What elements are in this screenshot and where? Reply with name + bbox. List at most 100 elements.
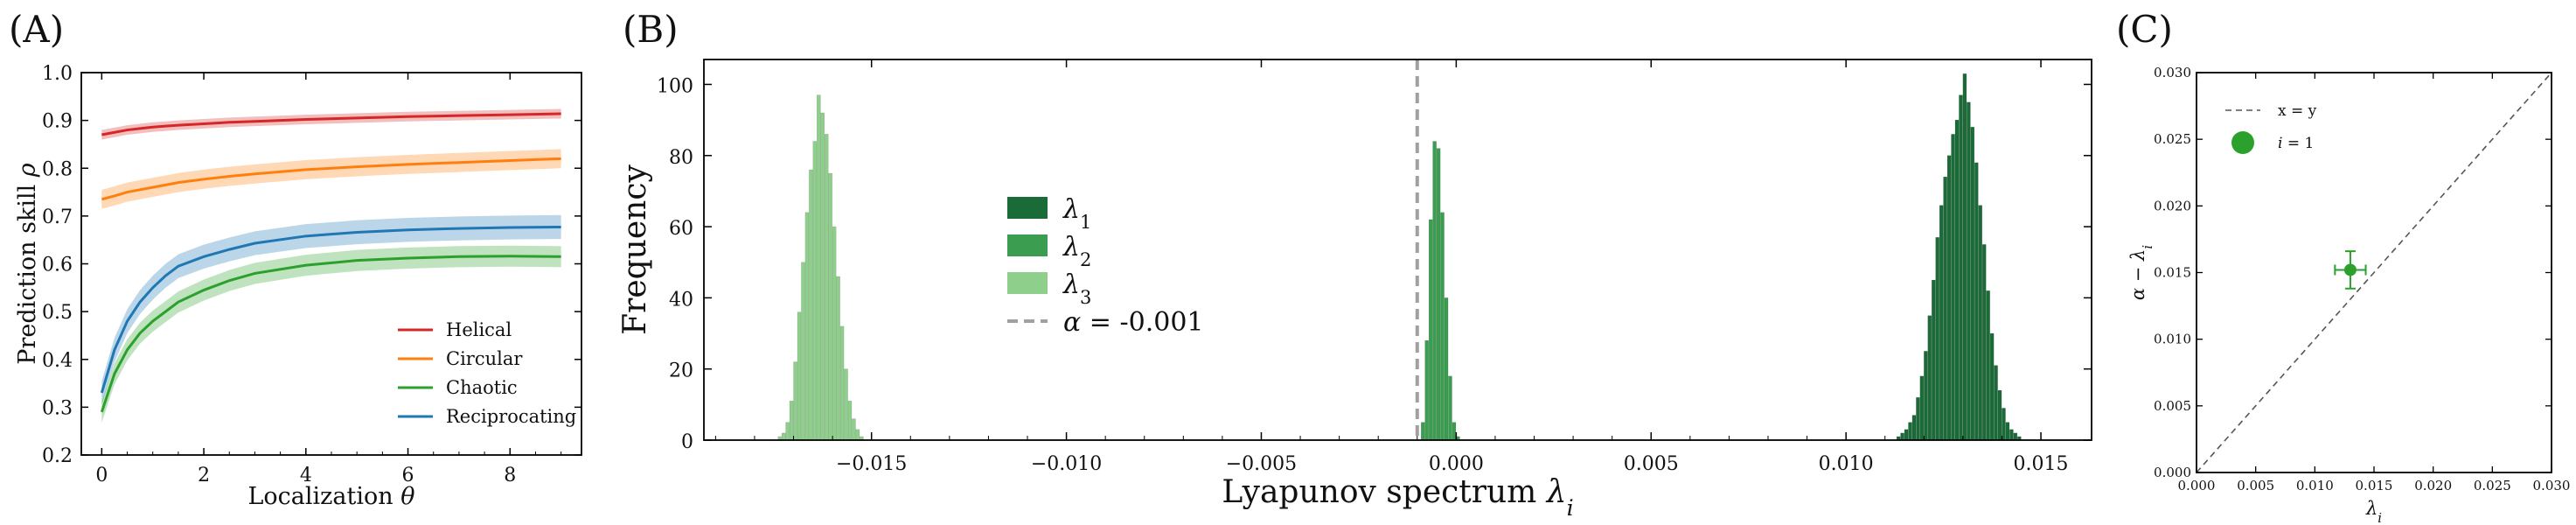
panel-a-ticks: 0 2 4 6 8 0.2 0.3 0.4 0.5 0.6 0.7 0.8 0.9 1.0 bbox=[42, 63, 581, 486]
y-tick-label: 1.0 bbox=[42, 63, 73, 85]
hist-bar-lambda-3 bbox=[781, 432, 786, 441]
x-tick-label: 0.000 bbox=[1429, 453, 1484, 475]
panel-a-bands bbox=[101, 108, 561, 423]
legend-label-lambda-2: λ2 bbox=[1062, 232, 1091, 270]
panel-a-legend: Helical Circular Chaotic Reciprocating bbox=[398, 319, 576, 427]
band-helical bbox=[101, 108, 561, 140]
legend-label-lambda-1: λ1 bbox=[1062, 194, 1091, 233]
line-reciprocating bbox=[100, 225, 561, 394]
y-tick-label: 80 bbox=[669, 147, 693, 169]
hist-bar-lambda-2 bbox=[1428, 219, 1433, 441]
hist-bar-lambda-3 bbox=[847, 401, 853, 441]
x-tick-label: 8 bbox=[504, 465, 516, 486]
band-reciprocating bbox=[101, 214, 561, 405]
hist-bar-lambda-1 bbox=[1908, 422, 1912, 441]
x-tick-label: −0.015 bbox=[836, 453, 907, 475]
x-tick-label: 0.030 bbox=[2533, 478, 2571, 494]
panel-a-lines bbox=[100, 112, 561, 413]
hist-bar-lambda-3 bbox=[836, 276, 840, 441]
x-tick-label: 6 bbox=[402, 465, 414, 486]
hist-bar-lambda-1 bbox=[1900, 432, 1904, 441]
hist-bar-lambda-1 bbox=[1916, 397, 1920, 441]
legend-swatch-lambda-3 bbox=[1007, 272, 1048, 294]
band-chaotic bbox=[101, 245, 561, 423]
hist-bar-lambda-1 bbox=[2013, 432, 2018, 441]
hist-bar-lambda-2 bbox=[1448, 375, 1452, 441]
hist-bar-lambda-1 bbox=[1932, 279, 1936, 441]
legend-label-circular: Circular bbox=[446, 348, 523, 369]
panel-b-ylabel: Frequency bbox=[617, 164, 653, 334]
hist-bar-lambda-2 bbox=[1444, 298, 1449, 441]
x-tick-label: 2 bbox=[198, 465, 210, 486]
hist-bar-lambda-1 bbox=[1986, 290, 1990, 441]
panel-b-letter: (B) bbox=[623, 8, 679, 51]
hist-bar-lambda-1 bbox=[1989, 332, 1995, 441]
hist-bar-lambda-1 bbox=[1962, 74, 1967, 441]
hist-bar-lambda-1 bbox=[1904, 429, 1909, 441]
hist-bar-lambda-3 bbox=[824, 134, 829, 441]
hist-bar-lambda-3 bbox=[789, 401, 794, 441]
legend-label-chaotic: Chaotic bbox=[446, 377, 518, 398]
hist-bar-lambda-3 bbox=[801, 262, 805, 441]
y-tick-label: 20 bbox=[669, 360, 693, 382]
hist-bar-lambda-1 bbox=[1974, 162, 1979, 441]
y-tick-label: 0 bbox=[681, 431, 693, 453]
y-tick-label: 0.3 bbox=[42, 397, 73, 419]
reference-line-x-equals-y bbox=[2196, 72, 2552, 473]
band-circular bbox=[101, 149, 561, 209]
hist-bar-lambda-3 bbox=[852, 418, 856, 441]
line-helical bbox=[101, 112, 561, 136]
y-tick-label: 0.015 bbox=[2154, 265, 2191, 281]
legend-label-reference: x = y bbox=[2278, 102, 2317, 120]
hist-bar-lambda-1 bbox=[1981, 244, 1987, 441]
hist-bar-lambda-3 bbox=[839, 326, 845, 441]
hist-bar-lambda-1 bbox=[1970, 127, 1975, 441]
y-tick-label: 0.2 bbox=[42, 445, 73, 467]
panel-a-ylabel: Prediction skill ρ bbox=[14, 163, 41, 365]
hist-bar-lambda-3 bbox=[844, 368, 848, 441]
y-tick-label: 0.9 bbox=[42, 111, 73, 133]
hist-bar-lambda-3 bbox=[785, 422, 790, 441]
y-tick-label: 0.4 bbox=[42, 350, 73, 372]
panel-b-bars bbox=[777, 74, 2022, 441]
point-i-1 bbox=[2343, 263, 2357, 276]
y-tick-label: 0.005 bbox=[2154, 398, 2191, 414]
y-tick-label: 0.7 bbox=[42, 206, 73, 228]
x-tick-label: 0.000 bbox=[2178, 478, 2216, 494]
x-tick-label: 0.010 bbox=[2296, 478, 2334, 494]
legend-label-lambda-3: λ3 bbox=[1062, 270, 1091, 308]
hist-bar-lambda-1 bbox=[1927, 315, 1932, 441]
x-tick-label: 0 bbox=[95, 465, 108, 486]
hist-bar-lambda-3 bbox=[804, 212, 810, 441]
hist-bar-lambda-1 bbox=[1939, 205, 1944, 441]
line-circular bbox=[101, 157, 561, 201]
x-tick-label: 0.005 bbox=[2237, 478, 2274, 494]
line-chaotic bbox=[100, 255, 561, 413]
hist-bar-lambda-1 bbox=[1997, 389, 2002, 441]
hist-bar-lambda-3 bbox=[809, 169, 813, 441]
hist-bar-lambda-3 bbox=[855, 429, 860, 441]
hist-bar-lambda-2 bbox=[1424, 340, 1429, 441]
panel-b-ticks: −0.015 −0.010 −0.005 0.000 0.005 0.010 0.015 0 2… bbox=[657, 60, 2092, 475]
y-tick-label: 0.000 bbox=[2154, 465, 2191, 480]
y-tick-label: 0.030 bbox=[2154, 65, 2191, 80]
hist-bar-lambda-1 bbox=[1978, 205, 1982, 441]
y-tick-label: 0.6 bbox=[42, 255, 73, 276]
y-tick-label: 0.020 bbox=[2154, 198, 2191, 214]
panel-c-points bbox=[2334, 250, 2367, 290]
hist-bar-lambda-3 bbox=[793, 361, 797, 441]
hist-bar-lambda-3 bbox=[817, 94, 821, 441]
legend-label-reciprocating: Reciprocating bbox=[446, 406, 576, 427]
y-tick-label: 40 bbox=[669, 289, 693, 311]
hist-bar-lambda-1 bbox=[2009, 429, 2014, 441]
panel-c-legend: x = y i = 1 bbox=[2225, 102, 2317, 154]
legend-label-alpha: α = -0.001 bbox=[1063, 307, 1204, 338]
hist-bar-lambda-1 bbox=[1924, 351, 1928, 441]
hist-bar-lambda-3 bbox=[828, 172, 832, 441]
hist-bar-lambda-1 bbox=[1935, 237, 1939, 441]
panel-a-xlabel: Localization θ bbox=[248, 483, 415, 510]
panel-c: (C) 0.000 0.005 0.010 0.015 0.020 0.025 0.0300… bbox=[2116, 8, 2570, 525]
panel-b-frame bbox=[703, 59, 2092, 441]
x-tick-label: 0.015 bbox=[2014, 453, 2069, 475]
x-tick-label: −0.005 bbox=[1226, 453, 1297, 475]
